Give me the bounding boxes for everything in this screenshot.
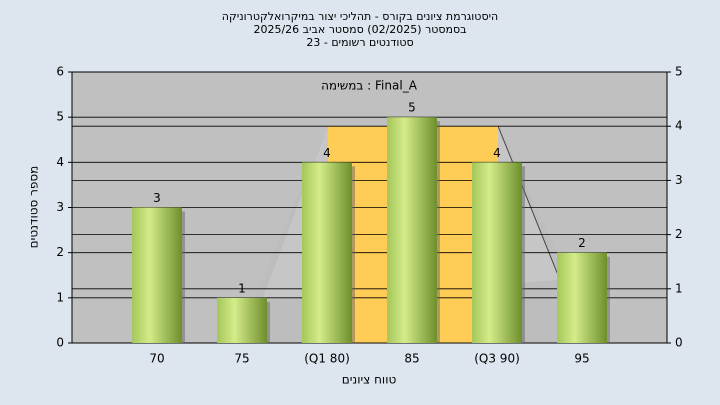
y-tick-label: 2 bbox=[56, 245, 64, 259]
value-label: 4 bbox=[493, 146, 501, 160]
y2-tick-label: 2 bbox=[675, 227, 683, 241]
y2-tick-label: 5 bbox=[675, 65, 683, 79]
value-label: 4 bbox=[323, 146, 331, 160]
y-tick-label: 5 bbox=[56, 110, 64, 124]
y2-tick-label: 3 bbox=[675, 173, 683, 187]
y-tick-label: 0 bbox=[56, 336, 64, 350]
y2-tick-label: 0 bbox=[675, 336, 683, 350]
value-label: 1 bbox=[238, 281, 246, 295]
bar bbox=[557, 252, 607, 343]
value-label: 2 bbox=[578, 236, 586, 250]
bar bbox=[302, 162, 352, 343]
chart-title: היסטוגרמת ציונים בקורס - תהליכי יצור במי… bbox=[222, 10, 498, 23]
chart-subtitle: בסמסטר (02/2025) סמסטר אביב 2025/26 bbox=[253, 23, 466, 36]
bar bbox=[472, 162, 522, 343]
chart-subtitle: סטודנטים רשומים - 23 bbox=[306, 36, 413, 49]
x-tick-label: 70 bbox=[149, 352, 164, 366]
x-tick-label: 85 bbox=[404, 352, 419, 366]
bar bbox=[217, 297, 267, 343]
bar bbox=[387, 117, 437, 344]
x-tick-label: (Q1 80) bbox=[304, 352, 350, 366]
annotation: במשימה : Final_A bbox=[321, 79, 418, 93]
y-tick-label: 6 bbox=[56, 65, 64, 79]
x-axis-label: טווח ציונים bbox=[342, 373, 397, 387]
bar bbox=[132, 207, 182, 343]
value-label: 5 bbox=[408, 101, 416, 115]
value-label: 3 bbox=[153, 191, 161, 205]
y-tick-label: 4 bbox=[56, 155, 64, 169]
y2-tick-label: 4 bbox=[675, 119, 683, 133]
x-tick-label: (Q3 90) bbox=[474, 352, 520, 366]
y-tick-label: 3 bbox=[56, 200, 64, 214]
y2-tick-label: 1 bbox=[675, 281, 683, 295]
x-tick-label: 75 bbox=[234, 352, 249, 366]
distribution-edge bbox=[497, 125, 561, 281]
x-tick-label: 95 bbox=[574, 352, 589, 366]
bars bbox=[132, 117, 610, 344]
y-tick-label: 1 bbox=[56, 290, 64, 304]
y-axis-label: מספר סטודנטים bbox=[27, 166, 41, 249]
